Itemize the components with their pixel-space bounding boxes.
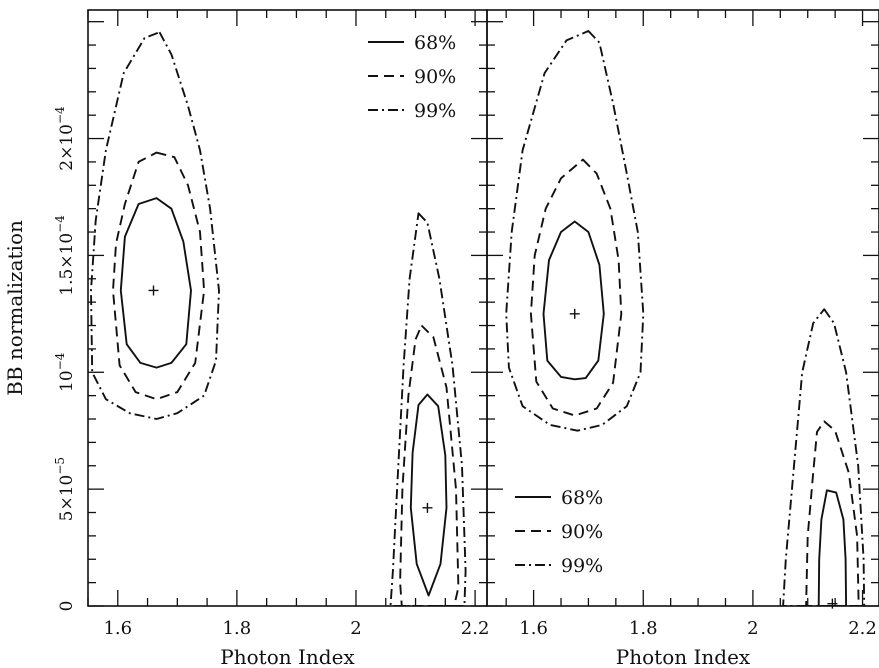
best-fit-marker — [422, 502, 433, 513]
legend-label: 99% — [561, 555, 603, 577]
best-fit-marker — [827, 598, 838, 609]
y-tick-label: 10−4 — [53, 352, 77, 392]
y-tick-label: 0 — [57, 601, 77, 612]
contour-90pct-0 — [529, 158, 623, 417]
contour-99pct-0 — [90, 31, 220, 420]
x-axis-title: Photon Index — [616, 645, 751, 668]
legend-label: 99% — [414, 100, 456, 122]
x-tick-label: 2 — [747, 618, 758, 639]
x-tick-label: 2.2 — [848, 618, 877, 639]
best-fit-marker — [569, 308, 580, 319]
plot-frame — [486, 9, 879, 607]
x-tick-label: 2 — [350, 618, 361, 639]
contour-90pct-1 — [399, 324, 460, 606]
legend: 68% 90% 99% — [515, 487, 603, 577]
contour-99pct-0 — [505, 30, 645, 432]
x-axis-title: Photon Index — [220, 645, 355, 668]
panel-right: 1.6 1.8 2 2.2 Photon Index 68% 90% 99% — [486, 9, 879, 668]
contour-68pct-0 — [119, 197, 192, 369]
legend-label: 68% — [414, 32, 456, 54]
y-axis-title: BB normalization — [3, 220, 27, 396]
panel-left: 1.6 1.8 2 2.2 0 5×10−5 10−4 1.5×10−4 2×10−4 Photo… — [3, 9, 490, 668]
y-tick-label: 5×10−5 — [53, 457, 77, 521]
best-fit-marker — [148, 285, 159, 296]
contours — [505, 30, 866, 606]
x-tick-label: 1.8 — [223, 618, 252, 639]
x-tick-label: 2.2 — [461, 618, 490, 639]
contour-90pct-1 — [805, 420, 860, 606]
x-tick-label: 1.6 — [519, 618, 548, 639]
legend: 68% 90% 99% — [368, 32, 456, 122]
y-tick-label: 2×10−4 — [53, 106, 77, 171]
y-tick-label: 1.5×10−4 — [53, 215, 77, 296]
x-tick-label: 1.8 — [629, 618, 658, 639]
contour-99pct-1 — [389, 212, 467, 606]
legend-label: 68% — [561, 487, 603, 509]
contours — [90, 31, 467, 606]
legend-label: 90% — [561, 521, 603, 543]
contour-68pct-0 — [542, 220, 605, 381]
x-tick-label: 1.6 — [103, 618, 132, 639]
contour-90pct-0 — [112, 151, 206, 401]
contour-99pct-1 — [782, 308, 866, 606]
contour-68pct-1 — [409, 393, 448, 597]
legend-label: 90% — [414, 66, 456, 88]
contour-68pct-1 — [817, 489, 848, 606]
